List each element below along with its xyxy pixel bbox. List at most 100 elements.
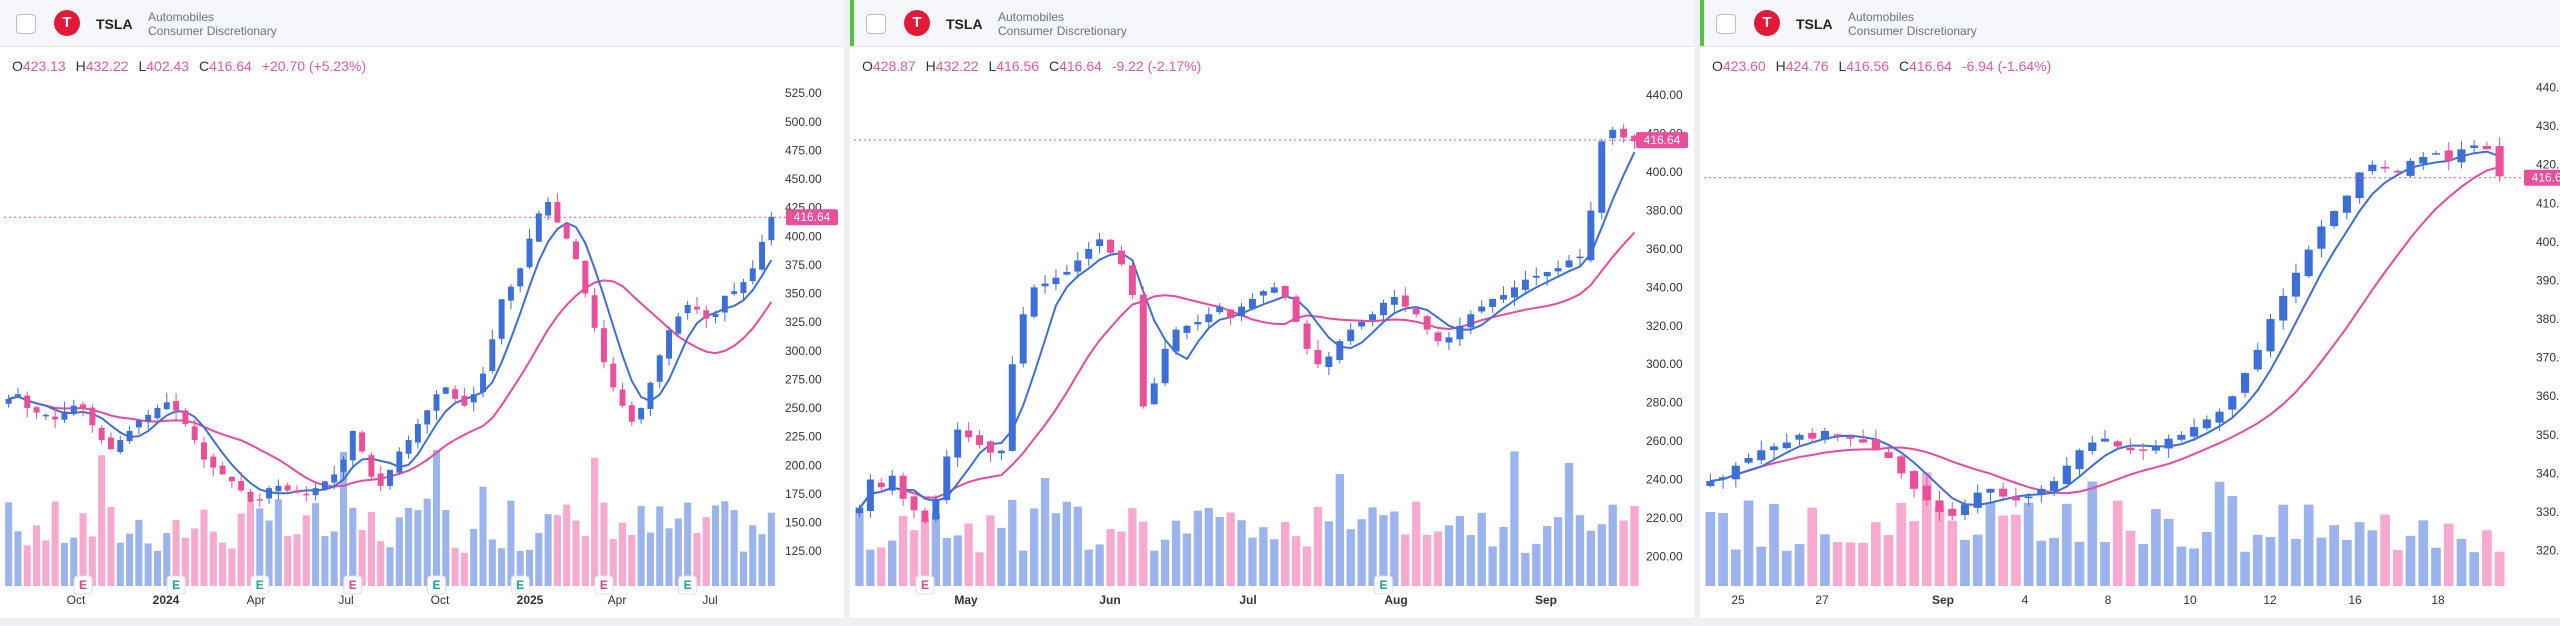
select-checkbox[interactable] [16, 14, 36, 34]
candle-body [1478, 306, 1486, 312]
candle-body [52, 416, 59, 420]
candle-body [1434, 332, 1442, 342]
y-axis-tick-label: 390.00 [2536, 273, 2560, 287]
volume-bar [1095, 544, 1104, 586]
volume-bar [2087, 481, 2098, 586]
volume-bar [693, 532, 701, 586]
candle-body [1270, 287, 1278, 293]
y-axis-tick-label: 280.00 [1646, 396, 1683, 410]
volume-bar [1040, 477, 1050, 586]
volume-bar [107, 507, 115, 586]
candle-body [1467, 314, 1475, 328]
candle-body [1521, 279, 1529, 290]
volume-bar [2342, 539, 2352, 586]
volume-bar [191, 528, 199, 586]
candle-body [1117, 250, 1125, 265]
active-accent-bar [850, 0, 854, 46]
y-axis-tick-label: 125.00 [785, 544, 822, 558]
x-axis-tick-label: 16 [2348, 593, 2362, 607]
volume-bar [200, 509, 208, 586]
candle-body [2470, 145, 2479, 148]
candle-body [247, 491, 254, 502]
candle-body [489, 339, 496, 371]
volume-bar [1597, 524, 1606, 586]
volume-bar [1985, 502, 1996, 586]
ticker-symbol[interactable]: TSLA [1796, 16, 1833, 32]
candle-body [2113, 441, 2122, 447]
volume-bar [609, 539, 617, 586]
price-chart[interactable]: 125.00 150.00 175.00 200.00 225.00 250.00 275.… [0, 46, 844, 618]
select-checkbox[interactable] [1716, 14, 1736, 34]
last-price-tag: 416.64 [794, 210, 831, 224]
open-label: O [12, 58, 23, 74]
volume-bar [1909, 521, 1919, 586]
volume-bar [855, 507, 864, 586]
volume-bar [1510, 451, 1519, 586]
candle-body [1248, 298, 1256, 309]
candle-body [1379, 302, 1387, 316]
candle-body [2291, 272, 2301, 297]
ma-fast-line [8, 221, 773, 495]
chart-panel-2: T TSLA Automobiles Consumer Discretionary… [850, 0, 1694, 618]
candle-body [145, 414, 152, 422]
ticker-symbol[interactable]: TSLA [946, 16, 983, 32]
volume-bar [516, 551, 524, 586]
volume-bar [1934, 506, 1945, 586]
candle-body [1085, 248, 1093, 259]
volume-bar [1998, 515, 2008, 586]
candle-body [1489, 298, 1497, 307]
earnings-marker: E [172, 578, 180, 592]
volume-bar [2023, 502, 2034, 586]
volume-bar [70, 537, 78, 586]
volume-bar [1029, 508, 1039, 586]
candle-body [191, 426, 198, 441]
volume-bar [23, 545, 31, 586]
volume-bar [2074, 541, 2085, 586]
high-value: 432.22 [935, 58, 979, 74]
ticker-symbol[interactable]: TSLA [96, 16, 133, 32]
y-axis-tick-label: 260.00 [1646, 434, 1683, 448]
volume-bar [2240, 551, 2250, 586]
volume-bar [535, 532, 543, 586]
volume-bar [1019, 550, 1028, 586]
price-chart[interactable]: 320.00 330.00 340.00 350.00 360.00 370.00 380.… [1700, 46, 2560, 618]
volume-bar [1781, 550, 1792, 586]
volume-bar [2011, 514, 2021, 586]
candle-body [1909, 471, 1919, 489]
candle-body [1833, 434, 1842, 436]
change-value: -9.22 (-2.17%) [1111, 58, 1202, 74]
last-price-tag: 416.64 [1644, 133, 1681, 147]
candle-body [1706, 481, 1715, 487]
volume-bar [33, 525, 41, 586]
candle-body [1576, 256, 1584, 259]
price-chart[interactable]: 200.00 220.00 240.00 260.00 280.00 300.00 320.… [850, 46, 1694, 618]
candle-body [2240, 373, 2250, 393]
candle-body [1808, 432, 1817, 439]
volume-bar [1412, 501, 1421, 586]
volume-bar [702, 517, 710, 586]
volume-bar [1357, 519, 1366, 586]
candle-body [1314, 349, 1322, 365]
volume-bar [237, 513, 245, 586]
earnings-marker-bg [1373, 575, 1393, 595]
volume-bar [181, 537, 189, 586]
volume-bar [153, 550, 162, 586]
candle-body [1986, 488, 1995, 493]
candle-body [107, 437, 114, 450]
volume-bar [920, 519, 930, 586]
select-checkbox[interactable] [866, 14, 886, 34]
volume-bar [2380, 514, 2390, 586]
last-price-tag-bg [1636, 132, 1688, 149]
earnings-marker: E [1379, 578, 1387, 592]
candle-body [1205, 314, 1213, 323]
candle-body [498, 299, 505, 339]
close-value: 416.64 [1059, 58, 1102, 74]
volume-bar [997, 527, 1006, 586]
volume-bar [488, 539, 496, 586]
candle-body [1019, 314, 1027, 364]
volume-bar [432, 450, 441, 586]
volume-bar [246, 502, 255, 586]
candle-body [275, 485, 282, 492]
candle-body [693, 306, 700, 310]
candle-body [303, 493, 310, 496]
